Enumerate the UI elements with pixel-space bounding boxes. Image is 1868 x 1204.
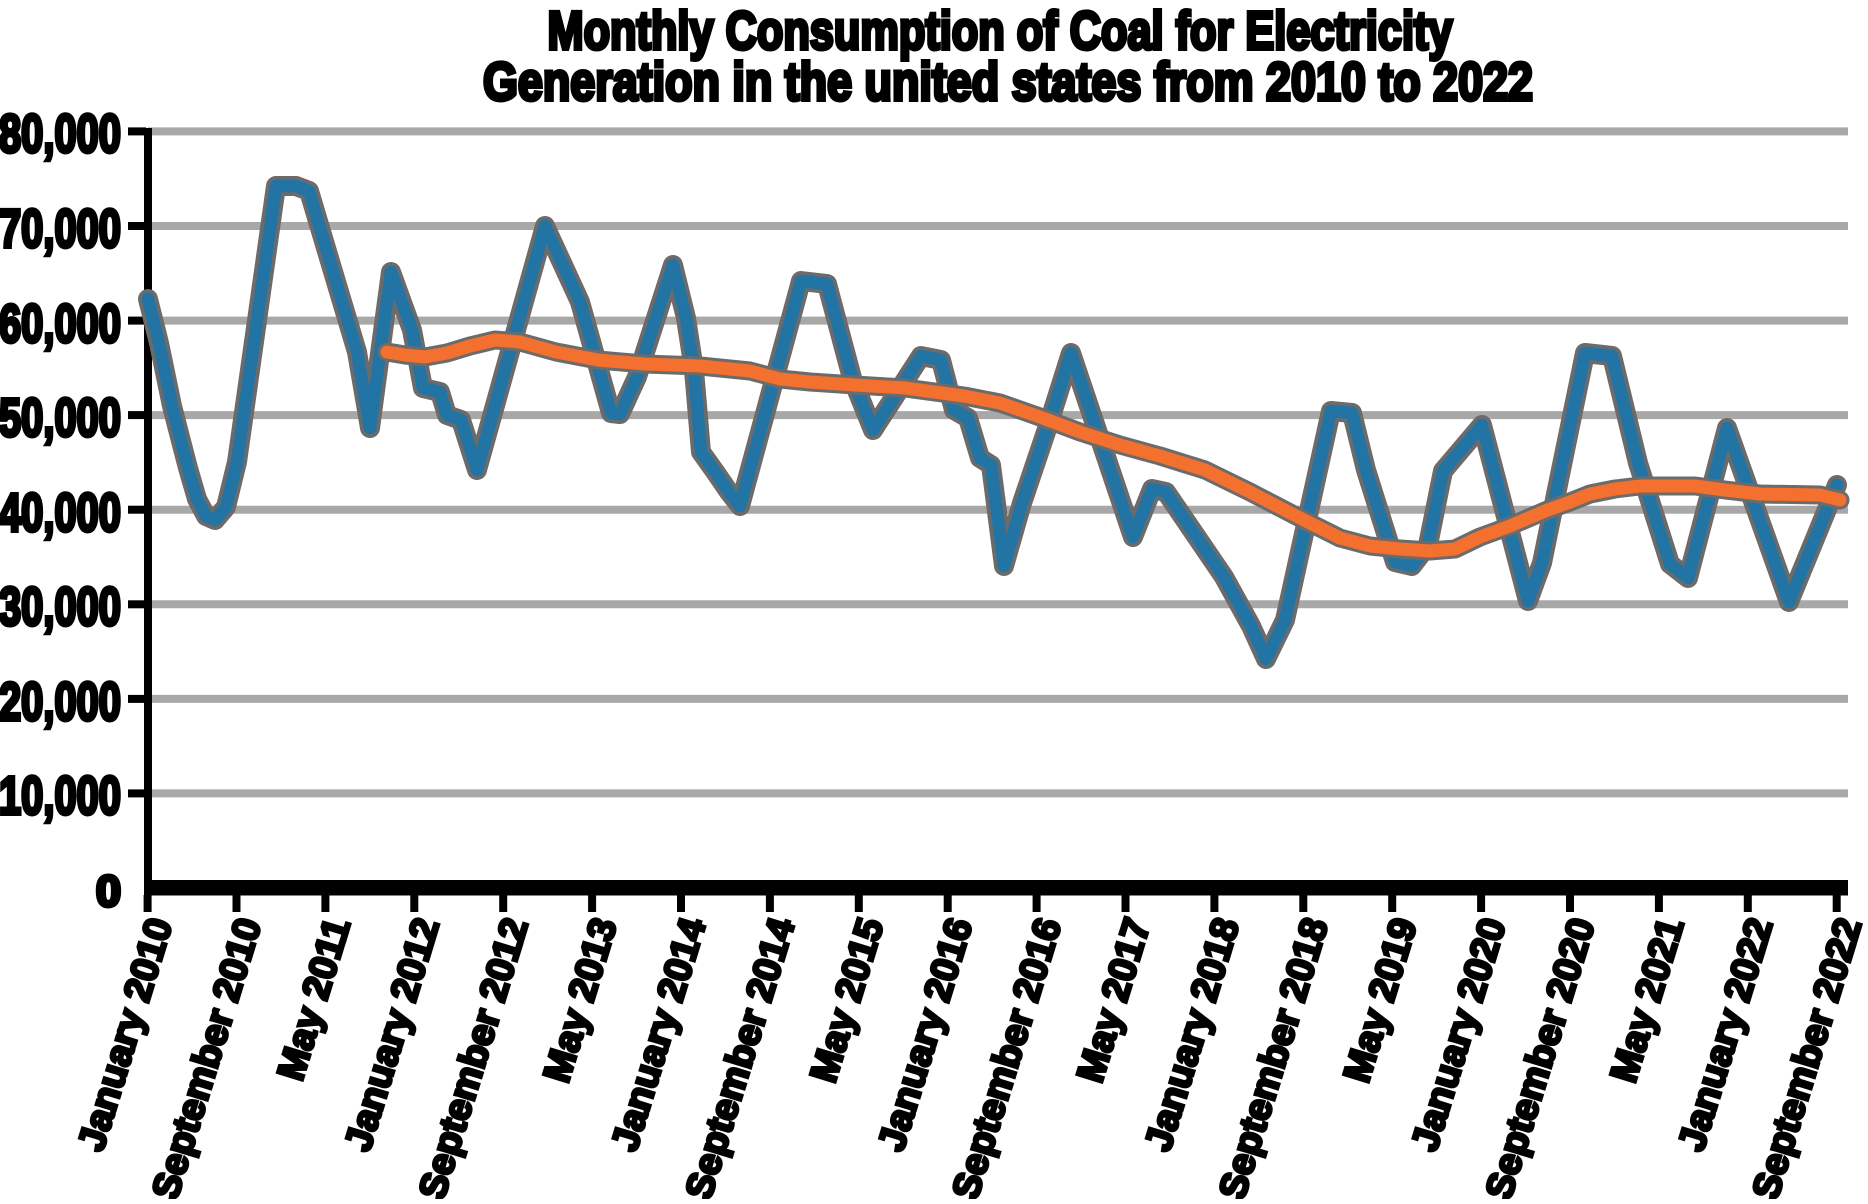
svg-text:Generation in the united state: Generation in the united states from 201… — [483, 52, 1533, 112]
svg-text:40,000: 40,000 — [0, 483, 121, 543]
svg-text:30,000: 30,000 — [0, 577, 121, 637]
svg-text:10,000: 10,000 — [0, 766, 121, 826]
svg-text:Monthly Consumption of Coal fo: Monthly Consumption of Coal for Electric… — [548, 1, 1453, 61]
svg-text:50,000: 50,000 — [0, 388, 121, 448]
svg-text:60,000: 60,000 — [0, 294, 121, 354]
svg-text:20,000: 20,000 — [0, 672, 121, 732]
svg-text:0: 0 — [96, 867, 121, 916]
svg-text:70,000: 70,000 — [0, 199, 121, 259]
svg-text:80,000: 80,000 — [0, 104, 121, 164]
